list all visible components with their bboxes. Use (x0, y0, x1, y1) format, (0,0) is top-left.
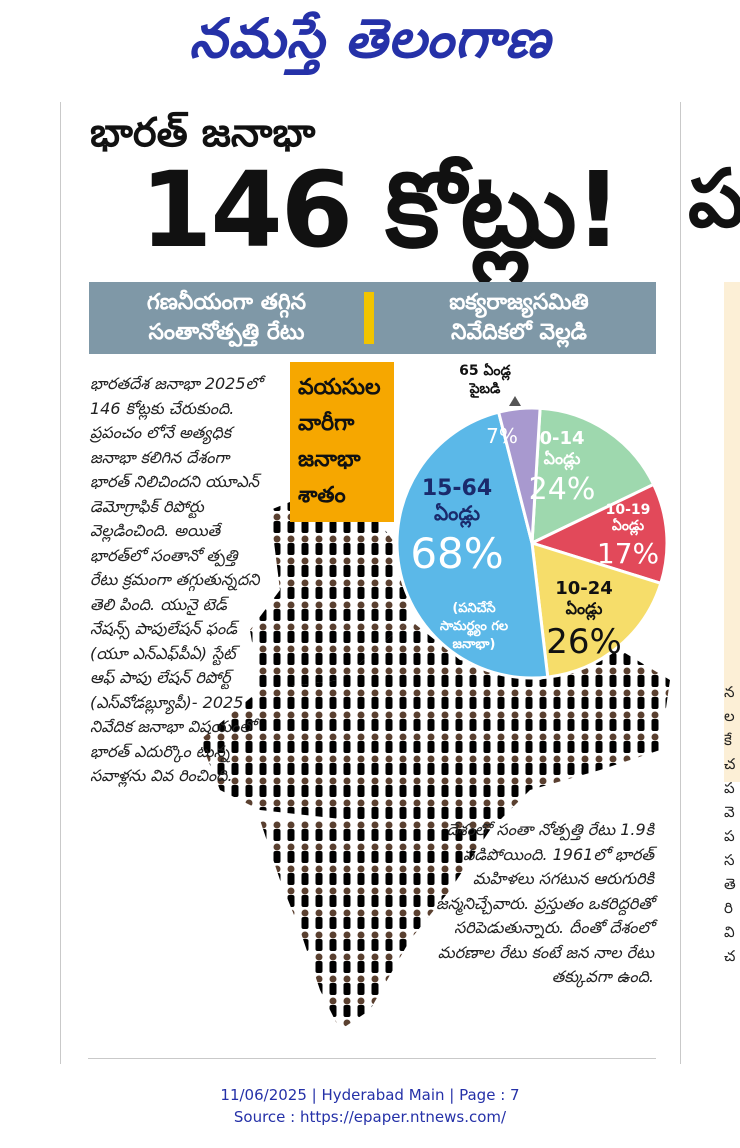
age-box-line1: వయసుల (298, 375, 381, 400)
column-rule-right (680, 102, 681, 1064)
slice-15-64-note3: జనాభా) (452, 637, 496, 652)
slice-15-64-unit: ఏండ్లు (433, 501, 481, 525)
headline-line2: 146 కోట్లు! (140, 149, 622, 271)
masthead-title: నమస్తే తెలంగాణ (189, 6, 551, 70)
bottom-rule (88, 1058, 656, 1059)
adjacent-column: ప న ల కే చ ప వె ప స తె రి వి చ (680, 102, 740, 1064)
india-map-illustration (200, 490, 670, 1030)
age-box-line4: శాతం (298, 483, 346, 508)
slice-15-64-note1: (పనిచేసే (452, 601, 496, 616)
slice-10-19-pct: 17% (596, 537, 660, 570)
adjacent-headline-fragment: ప (688, 152, 740, 245)
age-box-line2: వారీగా (298, 411, 355, 436)
slice-65plus-label: 65 ఏండ్ల పైబడి (440, 362, 530, 398)
banner-right: ఐక్యరాజ్యసమితి నివేదికలో వెల్లడి (389, 288, 649, 348)
map-saffron-region (250, 490, 410, 690)
slice-10-24-pct: 26% (546, 622, 622, 662)
slice-0-14-unit: ఏండ్లు (543, 449, 581, 468)
footer-source: Source : https://epaper.ntnews.com/ (233, 1108, 507, 1126)
slice-65plus-pct: 7% (486, 424, 518, 448)
slice-10-19-label: 10-19 ఏండ్లు 17% (588, 502, 668, 570)
footer-dateline: 11/06/2025 | Hyderabad Main | Page : 7 (220, 1086, 520, 1104)
pie-slice-4 (496, 406, 542, 544)
slice-10-24-label: 10-24 ఏండ్లు 26% (536, 578, 632, 662)
slice-15-64-note2: సామర్థ్యం గల (439, 619, 509, 634)
banner-right-line2: నివేదికలో వెల్లడి (451, 320, 587, 345)
banner-divider (364, 292, 374, 344)
slice-10-24-unit: ఏండ్లు (565, 599, 603, 618)
age-box-line3: జనాభా (298, 447, 361, 472)
pie-slice-0 (530, 406, 656, 546)
pie-slice-2 (530, 540, 663, 679)
column-rule-left (60, 102, 61, 1064)
subhead-banner: గణనీయంగా తగ్గిన సంతానోత్పత్తి రేటు ఐక్యర… (89, 282, 656, 354)
masthead: నమస్తే తెలంగాణ (0, 6, 740, 76)
banner-left: గణనీయంగా తగ్గిన సంతానోత్పత్తి రేటు (99, 288, 354, 348)
pie-slice-3 (395, 410, 550, 680)
headline-line1: భారత్ జనాభా (90, 110, 316, 156)
article-body: భారతదేశ జనాభా 2025లో 146 కోట్లకు చేరుకుం… (90, 374, 263, 785)
slice-15-64-label: 15-64 ఏండ్లు 68% (392, 476, 522, 578)
slice-0-14-pct: 24% (528, 472, 596, 507)
slice-15-64-range: 15-64 (421, 476, 493, 501)
banner-left-line1: గణనీయంగా తగ్గిన (146, 290, 307, 315)
article-side-text: దేశంలో సంతా నోత్పత్తి రేటు 1.9కి పడిపోయి… (436, 820, 654, 986)
banner-right-line1: ఐక్యరాజ్యసమితి (449, 290, 589, 315)
pointer-arrow-icon (509, 396, 521, 406)
adjacent-tint (724, 282, 740, 782)
slice-10-19-unit: ఏండ్లు (611, 518, 645, 534)
map-green-region (260, 820, 490, 1030)
age-box-text: వయసుల వారీగా జనాభా శాతం (298, 370, 381, 514)
slice-65plus-label-line2: పైబడి (469, 381, 501, 397)
banner-left-line2: సంతానోత్పత్తి రేటు (148, 320, 305, 345)
adjacent-text: న ల కే చ ప వె ప స తె రి వి చ (724, 683, 736, 965)
slice-0-14-label: 0-14 ఏండ్లు 24% (522, 428, 602, 507)
age-pie-chart (395, 406, 669, 680)
pie-slice-1 (527, 482, 669, 586)
slice-65plus-label-line1: 65 ఏండ్ల (459, 363, 511, 379)
slice-15-64-pct: 68% (410, 529, 504, 578)
age-wise-box: వయసుల వారీగా జనాభా శాతం (290, 362, 394, 522)
slice-10-19-range: 10-19 (605, 502, 651, 518)
map-white-region (200, 620, 670, 830)
slice-15-64-note: (పనిచేసే సామర్థ్యం గల జనాభా) (404, 600, 544, 654)
slice-0-14-range: 0-14 (539, 428, 585, 449)
slice-10-24-range: 10-24 (555, 578, 613, 599)
